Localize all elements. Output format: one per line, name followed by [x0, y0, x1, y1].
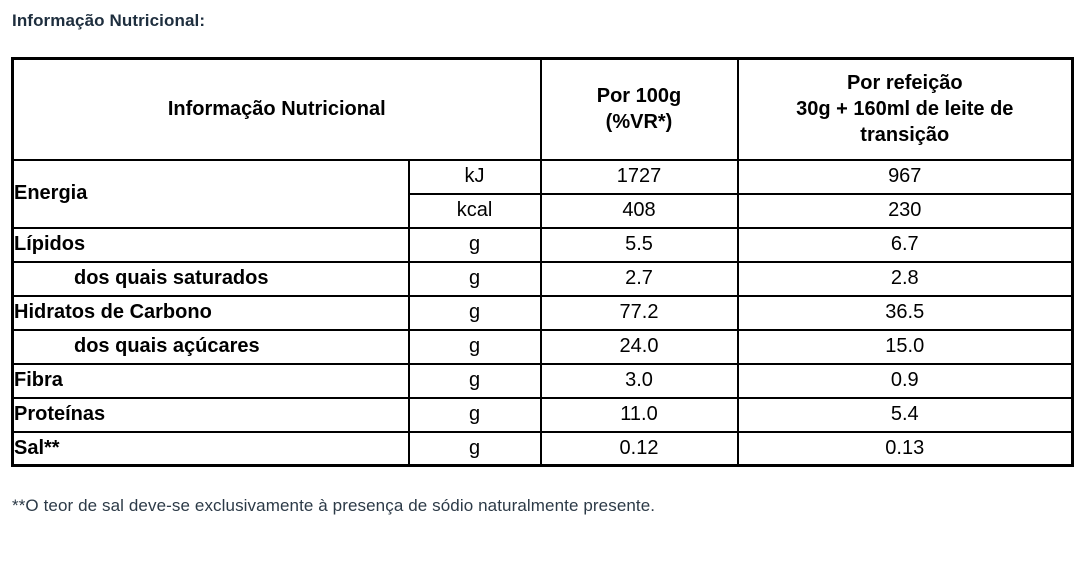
value-per-serving: 230: [736, 192, 1074, 229]
row-label-acucares: dos quais açúcares: [11, 328, 410, 365]
header-per-100g-line2: (%VR*): [605, 111, 673, 134]
row-label-lipidos: Lípidos: [11, 226, 410, 263]
header-per-100g: Por 100g (%VR*): [539, 57, 739, 161]
header-per-serving: Por refeição 30g + 160ml de leite de tra…: [736, 57, 1074, 161]
value-per-100g: 77.2: [539, 294, 739, 331]
row-label-sal: Sal**: [11, 430, 410, 467]
unit-cell: g: [407, 396, 542, 433]
table-row-hidratos: Hidratos de Carbono g 77.2 36.5: [11, 294, 1074, 331]
row-label-hidratos: Hidratos de Carbono: [11, 294, 410, 331]
value-per-100g: 11.0: [539, 396, 739, 433]
table-row-saturados: dos quais saturados g 2.7 2.8: [11, 260, 1074, 297]
value-per-100g: 3.0: [539, 362, 739, 399]
row-label-energia: Energia: [11, 158, 410, 229]
unit-cell: g: [407, 430, 542, 467]
unit-cell: kJ: [407, 158, 542, 195]
unit-cell: g: [407, 328, 542, 365]
unit-cell: kcal: [407, 192, 542, 229]
table-row-energia-kj: Energia kJ 1727 967: [11, 158, 1074, 229]
value-per-serving: 967: [736, 158, 1074, 195]
value-per-serving: 5.4: [736, 396, 1074, 433]
value-per-100g: 5.5: [539, 226, 739, 263]
page-title: Informação Nutricional:: [12, 11, 206, 30]
value-per-100g: 0.12: [539, 430, 739, 467]
value-per-100g: 2.7: [539, 260, 739, 297]
unit-cell: g: [407, 362, 542, 399]
value-per-serving: 15.0: [736, 328, 1074, 365]
table-row-sal: Sal** g 0.12 0.13: [11, 430, 1074, 467]
table-row-acucares: dos quais açúcares g 24.0 15.0: [11, 328, 1074, 365]
unit-cell: g: [407, 226, 542, 263]
nutrition-table: Informação Nutricional Por 100g (%VR*) P…: [11, 57, 1074, 467]
value-per-serving: 0.9: [736, 362, 1074, 399]
table-row-lipidos: Lípidos g 5.5 6.7: [11, 226, 1074, 263]
header-per-serving-line2: 30g + 160ml de leite de: [796, 98, 1014, 121]
table-header-row: Informação Nutricional Por 100g (%VR*) P…: [11, 57, 1074, 161]
row-label-proteinas: Proteínas: [11, 396, 410, 433]
header-per-100g-line1: Por 100g: [596, 85, 682, 108]
value-per-100g: 408: [539, 192, 739, 229]
page: Informação Nutricional: Informação Nutri…: [11, 11, 1074, 515]
footnote: **O teor de sal deve-se exclusivamente à…: [12, 496, 656, 515]
header-per-serving-line3: transição: [860, 124, 950, 147]
value-per-100g: 24.0: [539, 328, 739, 365]
unit-cell: g: [407, 294, 542, 331]
value-per-serving: 36.5: [736, 294, 1074, 331]
table-row-proteinas: Proteínas g 11.0 5.4: [11, 396, 1074, 433]
header-info-nutricional: Informação Nutricional: [11, 57, 542, 161]
value-per-serving: 2.8: [736, 260, 1074, 297]
value-per-serving: 0.13: [736, 430, 1074, 467]
unit-cell: g: [407, 260, 542, 297]
row-label-saturados: dos quais saturados: [11, 260, 410, 297]
value-per-100g: 1727: [539, 158, 739, 195]
row-label-fibra: Fibra: [11, 362, 410, 399]
value-per-serving: 6.7: [736, 226, 1074, 263]
table-row-energia-kcal: kcal 408 230: [13, 192, 1074, 229]
table-row-fibra: Fibra g 3.0 0.9: [11, 362, 1074, 399]
header-per-serving-line1: Por refeição: [846, 72, 963, 95]
